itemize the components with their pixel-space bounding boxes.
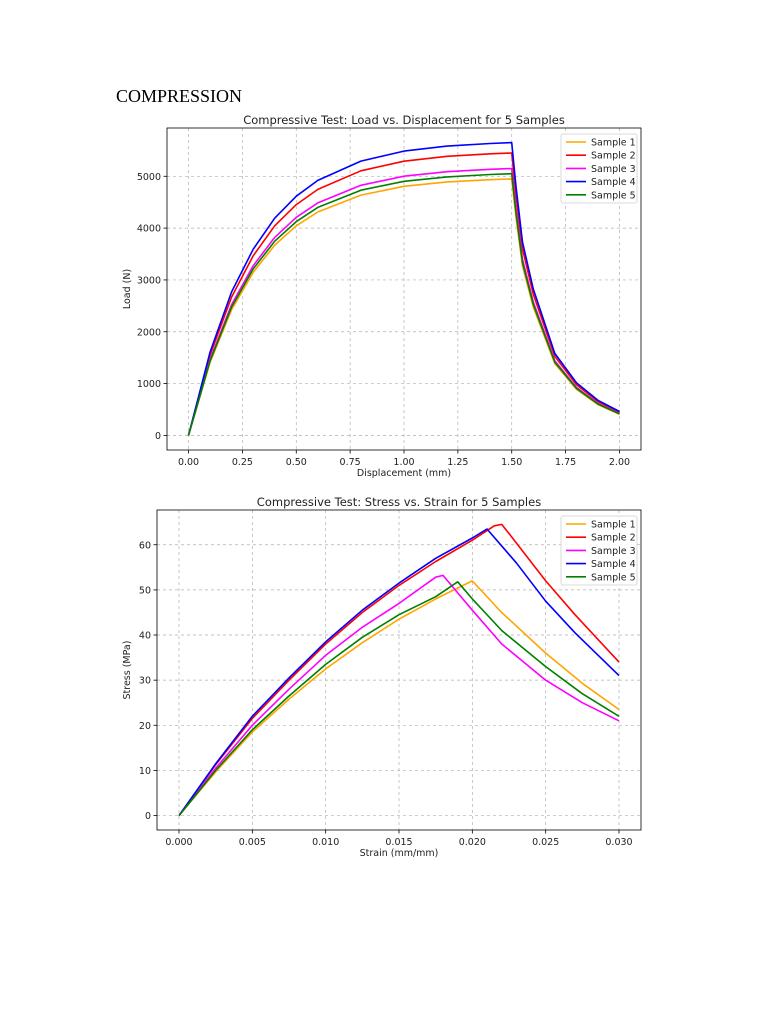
chart-title: Compressive Test: Stress vs. Strain for … <box>257 495 541 509</box>
x-tick-label: 1.75 <box>555 457 576 468</box>
legend: Sample 1 Sample 2 Sample 3 Sample 4 Sample 5 <box>560 133 638 204</box>
series-line-sample-1 <box>187 178 620 436</box>
chart-title: Compressive Test: Load vs. Displacement … <box>243 113 565 127</box>
chart-2: 0.000 0.005 0.010 0.015 0.020 0.025 0.030 0 10 20… <box>122 495 642 859</box>
y-tick-label: 60 <box>139 540 151 551</box>
plot-frame <box>166 127 642 451</box>
x-tick-label: 0.010 <box>312 837 339 848</box>
x-tick-label: 0.005 <box>239 837 266 848</box>
x-tick-label: 0.020 <box>459 837 486 848</box>
y-tick-label: 40 <box>139 631 151 642</box>
y-tick-label: 1000 <box>137 379 161 390</box>
y-tick-label: 4000 <box>137 224 161 235</box>
x-tick-label: 0.75 <box>340 457 361 468</box>
x-tick-label: 0.000 <box>165 837 192 848</box>
x-tick-label: 2.00 <box>609 457 630 468</box>
x-tick-label: 0.50 <box>286 457 307 468</box>
x-axis-label: Displacement (mm) <box>357 468 451 479</box>
y-tick-label: 0 <box>155 431 161 442</box>
x-tick-label: 1.25 <box>447 457 468 468</box>
y-tick-label: 0 <box>145 811 151 822</box>
legend-label: Sample 4 <box>591 559 636 570</box>
x-tick-label: 0.00 <box>178 457 199 468</box>
x-tick-label: 0.025 <box>532 837 559 848</box>
y-tick-label: 50 <box>139 585 151 596</box>
y-tick-label: 3000 <box>137 275 161 286</box>
series-line-sample-5 <box>178 580 620 817</box>
y-axis-label: Stress (MPa) <box>122 641 133 700</box>
series-line-sample-2 <box>178 523 620 817</box>
legend-label: Sample 2 <box>591 151 636 162</box>
y-tick-label: 10 <box>139 766 151 777</box>
legend-label: Sample 5 <box>591 190 636 201</box>
legend-label: Sample 1 <box>591 520 636 531</box>
document-heading: COMPRESSION <box>116 86 243 106</box>
legend-box <box>560 515 638 586</box>
y-tick-label: 5000 <box>137 172 161 183</box>
x-axis-label: Strain (mm/mm) <box>360 848 439 859</box>
x-tick-label: 0.015 <box>385 837 412 848</box>
x-tick-label: 1.50 <box>501 457 522 468</box>
chart-1: 0.00 0.25 0.50 0.75 1.00 1.25 1.50 1.75 2.00 0 100… <box>122 113 642 479</box>
legend-label: Sample 4 <box>591 177 636 188</box>
legend-label: Sample 2 <box>591 533 636 544</box>
series-line-sample-2 <box>187 152 620 436</box>
y-axis-label: Load (N) <box>122 269 133 309</box>
series-line-sample-5 <box>187 172 620 436</box>
x-tick-label: 0.25 <box>232 457 253 468</box>
y-tick-label: 2000 <box>137 327 161 338</box>
legend-label: Sample 1 <box>591 138 636 149</box>
y-tick-label: 20 <box>139 721 151 732</box>
series-line-sample-1 <box>178 580 620 817</box>
y-tick-label: 30 <box>139 676 151 687</box>
x-tick-label: 1.00 <box>393 457 414 468</box>
series-line-sample-3 <box>178 574 620 817</box>
legend-box <box>560 133 638 204</box>
legend-label: Sample 3 <box>591 546 636 557</box>
series-line-sample-4 <box>187 141 620 436</box>
plot-frame <box>156 509 642 831</box>
legend: Sample 1 Sample 2 Sample 3 Sample 4 Sample 5 <box>560 515 638 586</box>
series-line-sample-4 <box>178 528 620 817</box>
legend-label: Sample 5 <box>591 572 636 583</box>
x-tick-label: 0.030 <box>605 837 632 848</box>
legend-label: Sample 3 <box>591 164 636 175</box>
